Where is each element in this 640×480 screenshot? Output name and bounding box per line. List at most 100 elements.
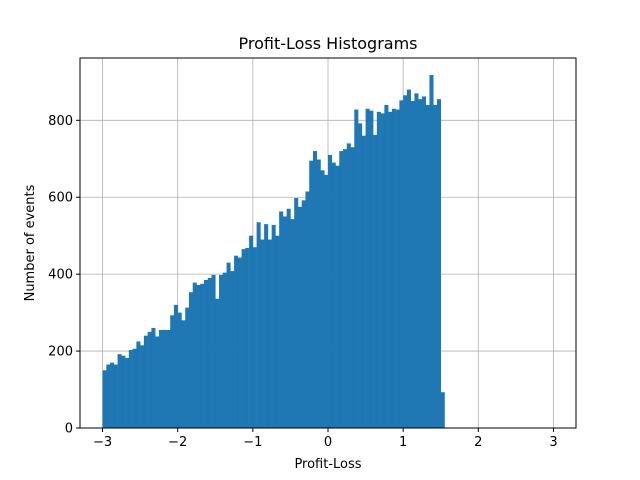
histogram-bar	[406, 89, 411, 429]
x-tick-label: −3	[93, 435, 112, 450]
histogram-bar	[429, 74, 434, 428]
histogram-bar	[373, 134, 378, 428]
histogram-bar	[286, 208, 291, 428]
histogram-bar	[275, 235, 280, 428]
histogram-bar	[267, 239, 272, 428]
histogram-bar	[282, 216, 287, 428]
histogram-bar	[140, 345, 145, 428]
histogram-bar	[410, 101, 415, 429]
histogram-bars	[102, 74, 445, 429]
x-axis-ticks: −3 −2 −1 0 1 2 3	[93, 428, 558, 450]
histogram-bar	[132, 348, 137, 428]
histogram-bar	[147, 331, 152, 428]
histogram-bar	[121, 355, 126, 428]
histogram-bar	[279, 211, 284, 428]
histogram-bar	[170, 315, 175, 428]
histogram-bar	[418, 99, 423, 429]
histogram-bar	[271, 224, 276, 428]
histogram-bar	[200, 283, 205, 428]
histogram-bar	[361, 135, 366, 428]
histogram-bar	[162, 329, 167, 428]
x-tick-label: −1	[243, 435, 262, 450]
histogram-bar	[312, 151, 318, 429]
histogram-bar	[425, 104, 430, 428]
y-tick-label: 400	[48, 268, 73, 283]
chart-title: Profit-Loss Histograms	[238, 34, 417, 53]
x-tick-label: 3	[549, 435, 557, 450]
histogram-bar	[335, 165, 340, 428]
histogram-bar	[256, 222, 261, 428]
histogram-bar	[343, 149, 348, 428]
histogram-bar	[350, 147, 355, 428]
histogram-bar	[324, 174, 329, 428]
histogram-bar	[346, 143, 351, 428]
histogram-bar	[125, 358, 130, 428]
histogram-bar	[234, 255, 239, 428]
histogram-bar	[421, 96, 426, 428]
histogram-bar	[113, 364, 118, 428]
histogram-bar	[215, 298, 220, 428]
histogram-bar	[136, 341, 141, 428]
histogram-bar	[106, 364, 111, 428]
histogram-bar	[294, 198, 299, 428]
histogram-bar	[196, 284, 201, 428]
y-axis-ticks: 0 200 400 600 800	[48, 114, 80, 437]
histogram-bar	[226, 262, 231, 428]
histogram-bar	[391, 108, 396, 429]
histogram-bar	[436, 99, 442, 429]
histogram-bar	[369, 110, 374, 428]
y-tick-label: 800	[48, 114, 73, 129]
histogram-bar	[395, 109, 400, 429]
histogram-bar	[354, 109, 359, 429]
y-tick-label: 600	[48, 191, 73, 206]
y-axis-label: Number of events	[23, 184, 38, 301]
histogram-bar	[388, 111, 393, 428]
histogram-bar	[245, 248, 250, 428]
histogram-bar	[365, 108, 370, 429]
y-tick-label: 200	[48, 345, 73, 360]
histogram-bar	[207, 278, 212, 428]
histogram-bar	[219, 274, 224, 428]
histogram-bar	[166, 329, 171, 428]
histogram-bar	[384, 104, 389, 428]
x-axis-label: Profit-Loss	[294, 457, 361, 472]
histogram-bar	[222, 272, 227, 428]
histogram-bar	[143, 335, 148, 428]
histogram-bar	[110, 362, 115, 428]
histogram-bar	[297, 206, 302, 428]
histogram-bar	[260, 239, 265, 428]
histogram-bar	[440, 392, 445, 428]
histogram-bar	[252, 247, 257, 428]
histogram-bar	[309, 160, 314, 428]
histogram-bar	[331, 162, 336, 428]
x-tick-label: −2	[168, 435, 187, 450]
histogram-bar	[151, 328, 156, 428]
y-tick-label: 0	[65, 422, 73, 437]
histogram-bar	[128, 349, 133, 428]
histogram-bar	[177, 312, 182, 428]
x-tick-label: 1	[399, 435, 407, 450]
histogram-bar	[305, 191, 310, 428]
histogram-bar	[241, 249, 246, 428]
histogram-bar	[316, 159, 321, 429]
histogram-bar	[185, 307, 190, 428]
histogram-bar	[192, 282, 197, 428]
x-tick-label: 0	[324, 435, 332, 450]
histogram-bar	[158, 329, 163, 428]
histogram-bar	[102, 370, 107, 428]
histogram-bar	[320, 170, 325, 429]
histogram-bar	[358, 123, 363, 428]
histogram-bar	[249, 235, 254, 428]
histogram-bar	[433, 104, 438, 428]
histogram-bar	[181, 320, 186, 428]
histogram-bar	[414, 93, 419, 428]
histogram-bar	[328, 154, 333, 428]
histogram-bar	[230, 271, 235, 428]
histogram-bar	[339, 151, 344, 429]
histogram-bar	[399, 100, 404, 429]
histogram-bar	[117, 354, 122, 428]
x-tick-label: 2	[474, 435, 482, 450]
histogram-bar	[188, 292, 194, 428]
histogram-bar	[301, 200, 306, 428]
